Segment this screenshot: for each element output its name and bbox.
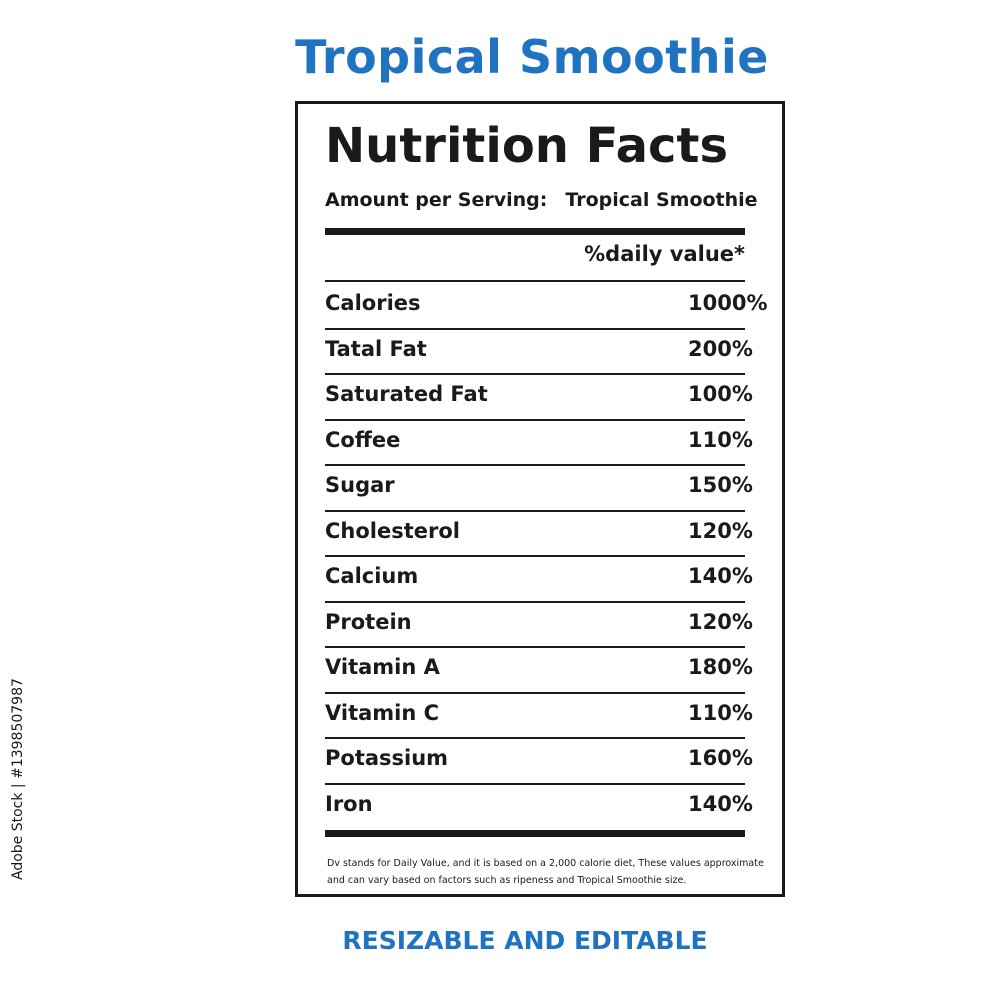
- header-divider: [325, 280, 745, 282]
- nutrient-value: 200%: [688, 336, 753, 361]
- nutrient-name: Calories: [325, 291, 421, 315]
- nutrient-row: Protein 120%: [325, 601, 753, 648]
- nutrient-name: Iron: [325, 791, 373, 816]
- stock-id-watermark: Adobe Stock | #1398507987: [10, 678, 26, 880]
- nutrient-value: 110%: [688, 427, 753, 452]
- nutrient-row: Iron 140%: [325, 783, 753, 829]
- nutrient-name: Cholesterol: [325, 518, 460, 543]
- nutrient-row: Tatal Fat 200%: [325, 328, 753, 375]
- nutrition-label: Nutrition Facts Amount per Serving: Tropi…: [295, 101, 785, 897]
- nutrient-value: 110%: [688, 700, 753, 725]
- nutrient-value: 180%: [688, 655, 753, 679]
- nutrient-row: Vitamin C 110%: [325, 692, 753, 739]
- nutrient-name: Saturated Fat: [325, 382, 488, 406]
- nutrient-value: 160%: [688, 746, 753, 770]
- footnote-line: Dv stands for Daily Value, and it is bas…: [327, 858, 764, 869]
- nutrient-row: Calcium 140%: [325, 555, 753, 603]
- nutrient-value: 140%: [688, 791, 753, 816]
- nutrient-name: Vitamin C: [325, 700, 440, 725]
- serving-label: Amount per Serving:: [325, 189, 548, 211]
- nutrient-row: Vitamin A 180%: [325, 646, 753, 694]
- nutrient-row: Saturated Fat 100%: [325, 373, 753, 421]
- nutrient-row: Coffee 110%: [325, 419, 753, 466]
- footnote: Dv stands for Daily Value, and it is bas…: [327, 855, 777, 889]
- serving-line: Amount per Serving: Tropical Smoothie: [325, 189, 758, 211]
- nutrient-name: Calcium: [325, 564, 419, 588]
- footnote-line: and can vary based on factors such as ri…: [327, 875, 687, 886]
- nutrient-row: Potassium 160%: [325, 737, 753, 785]
- nutrient-row: Cholesterol 120%: [325, 510, 753, 557]
- nutrient-name: Tatal Fat: [325, 336, 427, 361]
- page-title: Tropical Smoothie: [295, 30, 769, 84]
- nutrient-value: 120%: [688, 609, 753, 634]
- top-thick-divider: [325, 228, 745, 235]
- nutrient-value: 120%: [688, 518, 753, 543]
- daily-value-header: %daily value*: [584, 242, 745, 266]
- nutrient-value: 1000%: [688, 291, 768, 315]
- resizable-tagline: RESIZABLE AND EDITABLE: [342, 926, 708, 955]
- nutrient-row: Calories 1000%: [325, 282, 768, 330]
- nutrient-name: Coffee: [325, 427, 401, 452]
- nutrient-value: 140%: [688, 564, 753, 588]
- nutrient-name: Sugar: [325, 473, 395, 497]
- bottom-thick-divider: [325, 830, 745, 837]
- nutrient-value: 100%: [688, 382, 753, 406]
- nutrient-name: Potassium: [325, 746, 449, 770]
- nutrient-value: 150%: [688, 473, 753, 497]
- nutrient-name: Vitamin A: [325, 655, 440, 679]
- nutrition-facts-heading: Nutrition Facts: [325, 118, 729, 174]
- serving-value: Tropical Smoothie: [565, 189, 758, 211]
- nutrient-row: Sugar 150%: [325, 464, 753, 512]
- nutrient-name: Protein: [325, 609, 412, 634]
